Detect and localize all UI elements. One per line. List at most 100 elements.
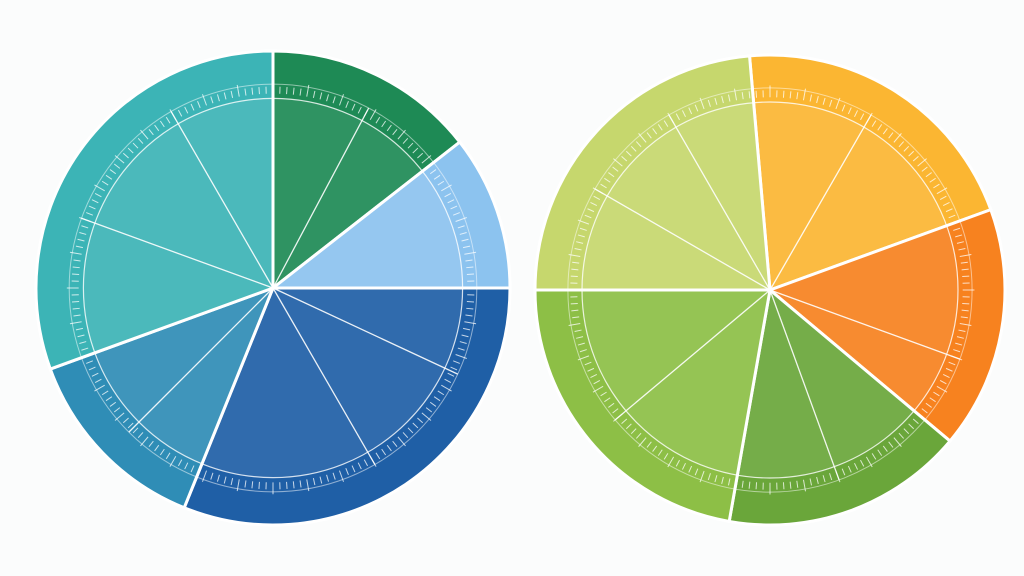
left-wheel <box>34 49 512 527</box>
tick <box>113 163 121 169</box>
tick <box>306 84 310 97</box>
wedge <box>34 49 275 371</box>
tick <box>86 360 93 364</box>
tick <box>338 94 344 106</box>
tick <box>306 479 310 492</box>
spoke <box>272 287 458 375</box>
tick <box>184 106 189 114</box>
tick <box>72 266 80 269</box>
tick <box>945 367 953 372</box>
tick <box>154 444 160 452</box>
tick <box>109 401 117 407</box>
tick <box>437 180 445 186</box>
tick <box>568 322 581 326</box>
tick <box>462 327 471 331</box>
tick <box>109 169 117 175</box>
tick <box>210 96 214 104</box>
tick <box>465 314 473 317</box>
tick <box>132 427 139 434</box>
tick <box>77 238 85 242</box>
spoke <box>751 88 771 291</box>
tick <box>386 124 392 132</box>
tick <box>577 355 590 361</box>
tick <box>714 97 718 105</box>
tick <box>572 316 580 319</box>
tick <box>959 322 972 326</box>
tick <box>464 321 477 325</box>
tick <box>584 361 592 366</box>
tick <box>319 476 323 484</box>
tick <box>816 476 819 484</box>
tick <box>841 468 846 476</box>
tick <box>936 187 948 195</box>
tick <box>893 437 902 447</box>
tick <box>407 142 414 149</box>
tick <box>319 92 323 100</box>
tick <box>425 407 433 413</box>
tick <box>72 307 80 310</box>
tick <box>397 436 406 447</box>
tick <box>734 88 738 101</box>
tick <box>461 334 469 338</box>
spoke <box>81 287 274 359</box>
tick <box>338 470 344 482</box>
tick <box>466 266 474 269</box>
tick <box>681 110 686 118</box>
tick <box>127 147 134 154</box>
tick <box>584 214 592 219</box>
tick <box>688 465 693 473</box>
tick <box>958 247 966 251</box>
tick <box>202 470 208 482</box>
tick <box>444 378 452 384</box>
tick <box>694 468 699 476</box>
tick <box>960 316 968 319</box>
tick <box>948 361 956 366</box>
wedge <box>727 287 953 527</box>
tick <box>190 103 195 111</box>
wedge-inner-shade <box>273 98 423 289</box>
tick <box>375 116 381 124</box>
tick <box>75 327 84 331</box>
tick <box>402 137 409 144</box>
tick <box>299 88 302 96</box>
tick <box>94 192 102 198</box>
tick <box>101 390 109 396</box>
tick <box>939 195 947 200</box>
tick <box>177 109 183 117</box>
tick <box>381 120 387 128</box>
tick <box>216 94 220 102</box>
tick <box>351 103 356 111</box>
tick <box>600 183 607 189</box>
tick <box>450 205 458 210</box>
tick <box>877 449 883 456</box>
tick <box>741 92 744 100</box>
tick <box>230 477 234 486</box>
tick <box>625 150 632 157</box>
tick <box>81 225 89 229</box>
tick <box>299 480 302 488</box>
tick <box>73 259 81 262</box>
tick <box>457 347 465 351</box>
tick <box>707 473 711 481</box>
tick <box>165 116 171 124</box>
tick <box>860 113 865 121</box>
tick <box>392 440 398 448</box>
tick <box>216 474 220 482</box>
tick <box>789 91 792 99</box>
tick <box>223 476 227 484</box>
tick <box>847 107 852 115</box>
tick <box>956 241 964 244</box>
tick <box>455 217 467 223</box>
tick <box>600 391 607 397</box>
tick <box>592 385 604 393</box>
tick <box>939 380 947 385</box>
tick <box>412 422 419 429</box>
tick <box>898 141 905 148</box>
tick <box>898 432 905 439</box>
tick <box>577 234 585 238</box>
tick <box>73 314 81 317</box>
tick <box>727 94 731 102</box>
tick <box>630 428 637 435</box>
tick <box>721 96 724 104</box>
tick <box>122 152 129 159</box>
